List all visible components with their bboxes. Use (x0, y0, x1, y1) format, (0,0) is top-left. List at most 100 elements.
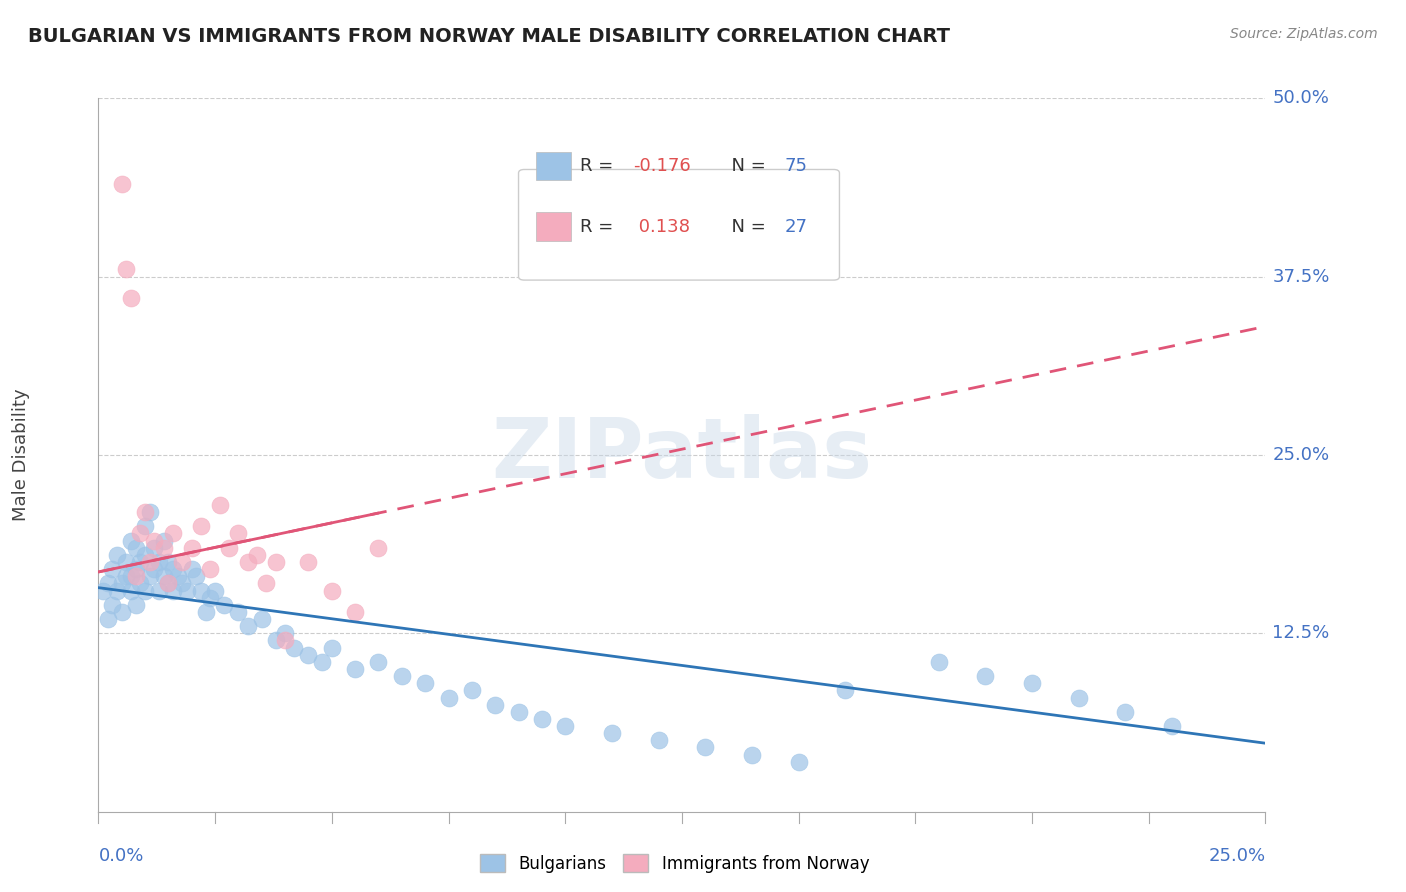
Point (367, 541, 389, 555)
Point (236, 619, 259, 633)
Text: -0.176: -0.176 (633, 157, 690, 175)
Point (125, 562, 148, 576)
Text: N =: N = (720, 157, 772, 175)
Point (695, 740, 717, 755)
Point (157, 555, 180, 569)
Point (139, 569, 162, 583)
Point (120, 291, 142, 305)
Point (120, 569, 142, 583)
Point (152, 541, 174, 555)
Point (311, 655, 333, 669)
Point (413, 676, 436, 690)
Text: BULGARIAN VS IMMIGRANTS FROM NORWAY MALE DISABILITY CORRELATION CHART: BULGARIAN VS IMMIGRANTS FROM NORWAY MALE… (28, 27, 950, 45)
Point (264, 633, 287, 648)
Point (139, 505, 162, 519)
Point (129, 555, 152, 569)
Point (297, 555, 319, 569)
Point (741, 747, 763, 762)
Point (143, 541, 166, 555)
Point (129, 526, 152, 541)
Text: 0.138: 0.138 (633, 218, 690, 235)
Point (111, 605, 134, 619)
Text: 27: 27 (785, 218, 807, 235)
Point (1114, 705, 1136, 719)
Point (148, 583, 170, 598)
Point (157, 576, 180, 591)
Point (600, 726, 623, 740)
Point (297, 648, 319, 662)
Point (508, 705, 530, 719)
Point (274, 633, 297, 648)
Point (101, 562, 124, 576)
Point (367, 655, 389, 669)
Point (115, 569, 138, 583)
Point (344, 662, 367, 676)
Point (157, 576, 180, 591)
Legend: Bulgarians, Immigrants from Norway: Bulgarians, Immigrants from Norway (474, 847, 876, 880)
Point (264, 555, 287, 569)
Point (274, 626, 297, 640)
Point (143, 533, 166, 548)
Text: 12.5%: 12.5% (1272, 624, 1330, 642)
Point (246, 548, 269, 562)
Point (484, 698, 506, 712)
Text: ZIPatlas: ZIPatlas (492, 415, 872, 495)
Point (111, 576, 134, 591)
FancyBboxPatch shape (519, 169, 839, 280)
Point (186, 569, 208, 583)
Point (787, 755, 810, 769)
Point (461, 683, 484, 698)
Point (105, 583, 128, 598)
Point (321, 583, 343, 598)
Point (928, 655, 950, 669)
Text: R =: R = (581, 218, 620, 235)
Point (120, 583, 142, 598)
Point (97, 576, 120, 591)
Point (214, 598, 236, 612)
Point (228, 605, 250, 619)
Point (974, 669, 997, 683)
Point (647, 733, 669, 747)
Point (180, 562, 202, 576)
Point (148, 555, 170, 569)
Point (129, 576, 152, 591)
Point (1161, 719, 1184, 733)
Bar (536, 212, 571, 241)
Point (125, 569, 148, 583)
Point (152, 533, 174, 548)
Point (115, 555, 138, 569)
Text: Source: ZipAtlas.com: Source: ZipAtlas.com (1230, 27, 1378, 41)
Point (236, 555, 259, 569)
Point (321, 640, 343, 655)
Point (554, 719, 576, 733)
Point (250, 612, 273, 626)
Point (204, 583, 226, 598)
Point (111, 177, 134, 191)
Text: 25.0%: 25.0% (1208, 847, 1265, 865)
Text: 0.0%: 0.0% (98, 847, 143, 865)
Text: 50.0%: 50.0% (1272, 89, 1329, 107)
Text: Male Disability: Male Disability (13, 389, 30, 521)
Point (190, 583, 212, 598)
Point (162, 526, 184, 541)
Point (139, 555, 162, 569)
Point (91, 583, 114, 598)
Point (1021, 676, 1043, 690)
Point (172, 576, 194, 591)
Point (166, 569, 188, 583)
Point (530, 712, 553, 726)
Point (391, 669, 413, 683)
Text: 25.0%: 25.0% (1272, 446, 1330, 464)
Point (115, 262, 138, 277)
Point (134, 583, 156, 598)
Point (180, 541, 202, 555)
Point (125, 598, 148, 612)
Bar (536, 152, 571, 180)
Point (256, 576, 278, 591)
Point (172, 555, 194, 569)
Point (120, 533, 142, 548)
Point (152, 569, 174, 583)
Point (143, 562, 166, 576)
Point (834, 683, 856, 698)
Point (200, 591, 222, 605)
